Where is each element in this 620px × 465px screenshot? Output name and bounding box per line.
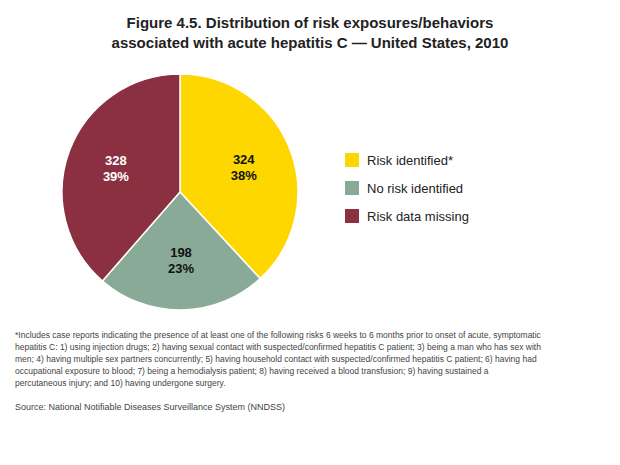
footnote: occupational exposure to blood; 7) being… (15, 366, 489, 376)
data-label: 23% (168, 261, 194, 276)
legend-swatch (345, 181, 359, 195)
data-labels: 32438% 19823% 32839% (103, 152, 257, 276)
legend-swatch (345, 209, 359, 223)
footnotes: *Includes case reports indicating the pr… (15, 330, 542, 412)
legend-entry: No risk identified (367, 181, 463, 196)
data-label: 198 (170, 245, 192, 260)
chart: Figure 4.5. Distribution of risk exposur… (0, 0, 620, 465)
pie-slice (62, 74, 180, 281)
legend: Risk identified* No risk identified Risk d… (345, 153, 469, 224)
legend-entry: Risk identified* (367, 153, 453, 168)
data-label: 38% (231, 168, 257, 183)
source: Source: National Notifiable Diseases Sur… (15, 402, 285, 412)
footnote: *Includes case reports indicating the pr… (15, 330, 542, 340)
footnote: percutaneous injury; and 10) having unde… (15, 378, 226, 388)
subtitle: associated with acute hepatitis C — Unit… (112, 34, 509, 51)
legend-swatch (345, 153, 359, 167)
data-label: 328 (105, 153, 127, 168)
data-label: 39% (103, 169, 129, 184)
legend-entry: Risk data missing (367, 209, 469, 224)
footnote: hepatitis C: 1) using injection drugs; 2… (15, 342, 541, 352)
title: Figure 4.5. Distribution of risk exposur… (127, 14, 494, 31)
data-label: 324 (233, 152, 255, 167)
footnote: men; 4) having multiple sex partners con… (15, 354, 537, 364)
pie (62, 74, 298, 310)
